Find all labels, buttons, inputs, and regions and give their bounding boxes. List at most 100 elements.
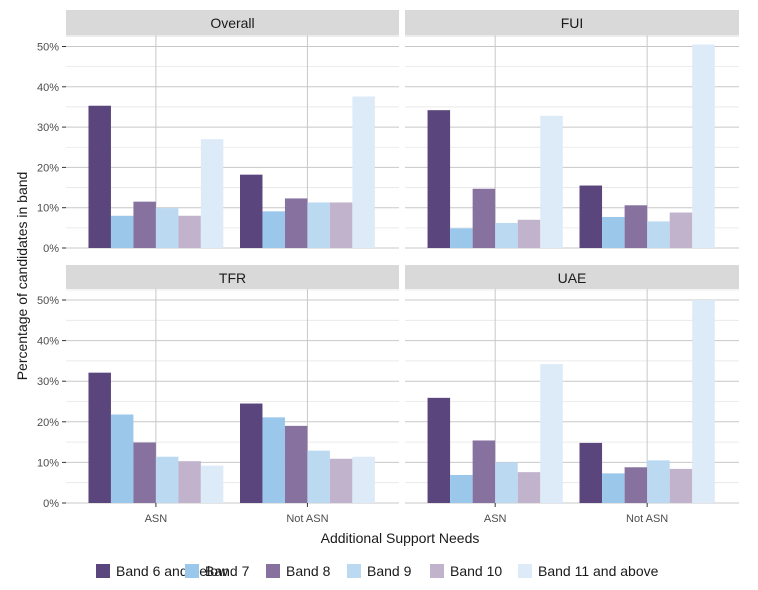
y-tick-label: 40% xyxy=(37,336,59,348)
bar-overall-not-asn-2 xyxy=(284,198,308,248)
facet-title: TFR xyxy=(219,270,246,286)
legend-label: Band 6 and below xyxy=(116,563,229,579)
panel-background xyxy=(405,289,739,503)
bar-overall-asn-2 xyxy=(133,201,156,248)
legend-item: Band 11 and above xyxy=(518,563,659,579)
facet-strip xyxy=(66,265,399,291)
bar-uae-not-asn-5 xyxy=(692,300,715,503)
bar-overall-not-asn-5 xyxy=(352,96,375,248)
bar-uae-asn-2 xyxy=(472,440,496,503)
y-tick-label: 30% xyxy=(37,376,59,388)
bar-fui-asn-4 xyxy=(517,219,541,248)
bar-fui-asn-0 xyxy=(427,110,451,248)
x-tick-label: Not ASN xyxy=(626,513,668,525)
y-axis-title: Percentage of candidates in band xyxy=(14,172,30,381)
bar-uae-not-asn-1 xyxy=(602,473,625,503)
bar-fui-not-asn-4 xyxy=(669,212,693,248)
bar-tfr-not-asn-4 xyxy=(329,458,353,503)
legend-label: Band 11 and above xyxy=(538,563,659,579)
facet-tfr: TFR xyxy=(66,265,399,504)
legend-label: Band 10 xyxy=(450,563,502,579)
legend-item: Band 10 xyxy=(430,563,502,579)
bar-fui-not-asn-0 xyxy=(579,185,603,248)
y-tick-label: 10% xyxy=(37,203,59,215)
bar-overall-asn-0 xyxy=(88,105,111,248)
x-axis-tick-labels: ASN Not ASN ASN Not ASN xyxy=(145,503,668,525)
bar-uae-not-asn-2 xyxy=(624,467,648,503)
bar-tfr-asn-4 xyxy=(178,461,201,503)
bar-fui-not-asn-5 xyxy=(692,44,715,248)
y-tick-label: 0% xyxy=(43,243,59,255)
legend-swatch xyxy=(430,564,444,578)
legend-item: Band 9 xyxy=(347,563,412,579)
y-tick-label: 20% xyxy=(37,417,59,429)
bar-uae-asn-0 xyxy=(427,397,451,503)
bar-tfr-asn-5 xyxy=(200,465,224,503)
bar-tfr-asn-0 xyxy=(88,372,111,503)
facet-uae: UAE xyxy=(405,265,739,504)
bar-uae-not-asn-3 xyxy=(647,460,670,503)
bar-overall-not-asn-4 xyxy=(329,202,353,248)
bar-tfr-asn-2 xyxy=(133,442,156,503)
bar-overall-asn-4 xyxy=(178,215,201,248)
bar-overall-asn-5 xyxy=(200,139,224,248)
bar-uae-asn-1 xyxy=(450,474,473,503)
legend-item: Band 6 and below xyxy=(96,563,229,579)
bar-fui-asn-2 xyxy=(472,188,496,248)
legend-label: Band 8 xyxy=(286,563,331,579)
bar-overall-asn-3 xyxy=(155,208,179,248)
y-tick-label: 50% xyxy=(37,295,59,307)
bar-fui-not-asn-2 xyxy=(624,205,648,248)
bar-tfr-not-asn-0 xyxy=(239,403,263,503)
bar-tfr-not-asn-5 xyxy=(352,456,375,503)
facet-strip xyxy=(405,10,739,36)
legend-swatch xyxy=(185,564,199,578)
bar-fui-asn-1 xyxy=(450,228,473,248)
facet-fui: FUI xyxy=(405,10,739,249)
x-tick-label: ASN xyxy=(145,513,168,525)
legend-swatch xyxy=(518,564,532,578)
bar-tfr-asn-1 xyxy=(110,414,134,503)
y-tick-label: 10% xyxy=(37,457,59,469)
bar-uae-not-asn-0 xyxy=(579,442,603,503)
legend-swatch xyxy=(96,564,110,578)
legend-label: Band 9 xyxy=(367,563,412,579)
facet-title: FUI xyxy=(561,15,584,31)
facet-title: UAE xyxy=(558,270,587,286)
bar-fui-asn-3 xyxy=(495,223,518,248)
bar-overall-not-asn-1 xyxy=(262,211,285,248)
y-tick-label: 20% xyxy=(37,162,59,174)
x-tick-label: ASN xyxy=(484,513,507,525)
x-tick-label: Not ASN xyxy=(286,513,328,525)
y-tick-label: 40% xyxy=(37,82,59,94)
bar-overall-not-asn-0 xyxy=(239,174,263,248)
facet-strip xyxy=(405,265,739,291)
bar-fui-not-asn-1 xyxy=(602,216,625,248)
facet-title: Overall xyxy=(210,15,254,31)
x-axis-title: Additional Support Needs xyxy=(321,530,480,546)
facet-strip xyxy=(66,10,399,36)
bar-fui-not-asn-3 xyxy=(647,221,670,248)
y-axis-tick-labels: 0% 10% 20% 30% 40% 50% 0% 10% 20% 30% 40% 50% xyxy=(37,42,66,510)
bar-uae-asn-4 xyxy=(517,472,541,503)
legend-item: Band 7 xyxy=(185,563,250,579)
y-tick-label: 50% xyxy=(37,42,59,54)
legend-swatch xyxy=(266,564,280,578)
facet-panels: Overall FUI TFR UAE xyxy=(66,10,739,504)
bar-uae-not-asn-4 xyxy=(669,468,693,503)
legend-item: Band 8 xyxy=(266,563,331,579)
bar-tfr-not-asn-1 xyxy=(262,417,285,503)
facet-overall: Overall xyxy=(66,10,399,249)
y-tick-label: 0% xyxy=(43,498,59,510)
legend-swatch xyxy=(347,564,361,578)
bar-tfr-asn-3 xyxy=(155,456,179,503)
bar-tfr-not-asn-2 xyxy=(284,425,308,503)
bar-uae-asn-3 xyxy=(495,462,518,503)
y-tick-label: 30% xyxy=(37,122,59,134)
bar-fui-asn-5 xyxy=(540,115,563,248)
bar-overall-not-asn-3 xyxy=(307,202,330,248)
bar-overall-asn-1 xyxy=(110,215,134,248)
bar-uae-asn-5 xyxy=(540,364,563,503)
